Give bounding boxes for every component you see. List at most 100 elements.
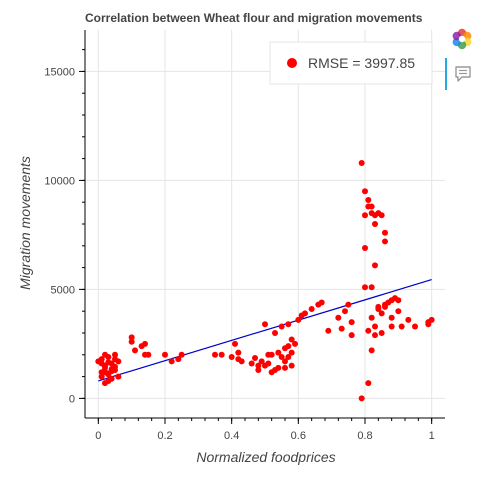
data-point (382, 229, 388, 236)
data-point (372, 332, 378, 339)
data-point (145, 351, 152, 358)
data-point (255, 362, 262, 369)
data-point (248, 360, 255, 367)
data-point (288, 336, 295, 343)
data-point (362, 284, 368, 291)
data-point (398, 323, 405, 330)
data-point (262, 321, 268, 328)
data-point (365, 327, 372, 334)
x-tick-label: 0.6 (291, 430, 306, 442)
y-tick-label: 5000 (51, 284, 75, 296)
data-point (362, 244, 368, 251)
x-tick-label: 0.2 (157, 430, 172, 442)
data-point (275, 364, 282, 371)
y-tick-label: 10000 (44, 175, 75, 187)
data-point (132, 347, 138, 354)
data-point (292, 340, 298, 347)
data-point (278, 353, 285, 360)
data-point (308, 306, 315, 313)
data-point (218, 351, 225, 358)
data-point (388, 323, 395, 330)
data-point (282, 358, 288, 365)
data-point (142, 340, 148, 347)
data-point (255, 367, 262, 374)
data-point (102, 369, 108, 376)
data-point (345, 301, 352, 308)
data-point (98, 356, 105, 363)
data-point (368, 314, 375, 321)
data-point (265, 351, 272, 358)
bokeh-logo-icon[interactable] (451, 28, 473, 50)
data-point (302, 310, 308, 317)
data-point (295, 316, 302, 323)
data-point (252, 355, 258, 362)
data-point (405, 316, 412, 323)
data-point (235, 349, 242, 356)
data-point (178, 351, 185, 358)
data-point (362, 212, 368, 219)
data-point (395, 297, 402, 304)
data-point (112, 351, 118, 358)
y-tick-label: 0 (69, 393, 75, 405)
data-points (95, 159, 435, 402)
data-point (368, 284, 375, 291)
data-point (378, 212, 385, 219)
data-point (365, 380, 372, 387)
y-axis-label: Migration movements (17, 156, 33, 290)
data-point (335, 314, 342, 321)
data-point (425, 321, 432, 328)
data-point (365, 197, 372, 204)
y-tick-label: 15000 (44, 66, 75, 78)
data-point (265, 360, 272, 367)
data-point (388, 314, 395, 321)
data-point (325, 327, 332, 334)
data-point (128, 334, 135, 341)
data-point (238, 358, 245, 365)
data-point (338, 325, 345, 332)
data-point (382, 301, 388, 308)
data-point (382, 238, 388, 245)
data-point (282, 364, 288, 371)
data-point (348, 332, 355, 339)
data-point (98, 373, 105, 380)
data-point (348, 319, 355, 326)
data-point (108, 365, 115, 372)
data-point (378, 329, 385, 336)
data-point (372, 221, 378, 227)
data-point (175, 356, 182, 363)
x-tick-label: 0.8 (357, 430, 372, 442)
data-point (128, 338, 135, 345)
data-point (368, 203, 375, 210)
data-point (372, 262, 378, 269)
axes: 0 0.2 0.4 0.6 0.8 1 0 5000 10000 15000 (44, 30, 445, 442)
x-tick-label: 0 (95, 430, 101, 442)
data-point (358, 159, 365, 166)
data-point (428, 316, 435, 323)
data-point (272, 329, 278, 336)
legend: RMSE = 3997.85 (269, 41, 433, 85)
data-point (362, 188, 368, 195)
data-point (168, 358, 175, 365)
active-tool-indicator (445, 58, 447, 90)
legend-marker (287, 58, 297, 68)
data-point (412, 323, 418, 330)
data-point (278, 323, 285, 330)
data-point (378, 310, 385, 317)
data-point (105, 353, 112, 360)
x-tick-label: 0.4 (224, 430, 239, 442)
data-point (375, 303, 382, 310)
data-point (395, 308, 402, 315)
data-point (258, 358, 265, 365)
data-point (102, 380, 108, 387)
data-point (285, 353, 292, 360)
regression-line (98, 279, 432, 382)
data-point (212, 351, 218, 358)
data-point (288, 349, 295, 356)
hover-tooltip-icon[interactable] (453, 64, 473, 84)
data-point (112, 356, 118, 363)
data-point (285, 343, 292, 350)
data-point (228, 353, 235, 360)
data-point (318, 299, 325, 306)
data-point (288, 362, 295, 369)
